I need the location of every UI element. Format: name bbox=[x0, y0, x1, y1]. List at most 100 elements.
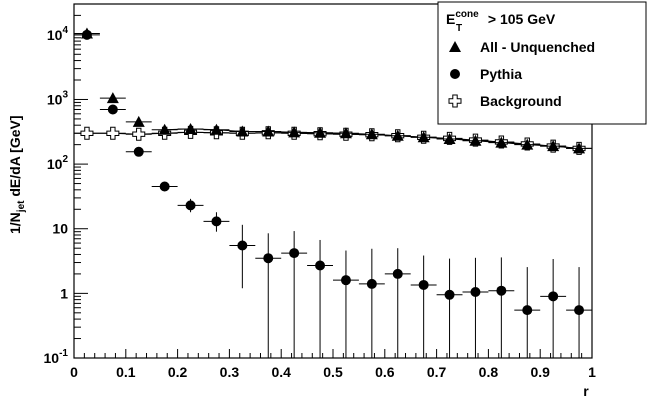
unquenched-point bbox=[151, 123, 178, 135]
unquenched-point bbox=[410, 131, 437, 143]
pythia-point bbox=[203, 212, 230, 232]
pythia-marker bbox=[315, 260, 326, 271]
unquenched-point bbox=[281, 126, 308, 138]
legend-unquenched-label: All - Unquenched bbox=[480, 39, 595, 55]
pythia-marker bbox=[263, 253, 274, 264]
unquenched-point bbox=[514, 138, 541, 150]
unquenched-point bbox=[307, 126, 333, 138]
x-tick-label: 0.5 bbox=[323, 364, 343, 380]
y-tick-label: 104 bbox=[47, 25, 69, 43]
pythia-marker bbox=[340, 275, 351, 286]
pythia-marker bbox=[237, 240, 248, 251]
legend-header-sub: T bbox=[456, 23, 462, 34]
pythia-point bbox=[462, 257, 489, 358]
unquenched-point bbox=[436, 132, 463, 144]
unquenched-point bbox=[384, 129, 411, 141]
unquenched-marker bbox=[443, 132, 456, 144]
unquenched-marker bbox=[547, 140, 560, 152]
unquenched-marker bbox=[288, 126, 301, 138]
legend-header-e: E bbox=[446, 11, 455, 27]
unquenched-point bbox=[177, 122, 204, 134]
y-tick-base: 10 bbox=[47, 91, 63, 107]
y-axis-title-main: 1/N bbox=[7, 212, 23, 234]
pythia-marker bbox=[133, 146, 144, 157]
unquenched-point bbox=[229, 125, 256, 137]
unquenched-marker bbox=[339, 127, 352, 139]
legend-pythia-label: Pythia bbox=[480, 66, 522, 82]
y-tick-exponent: 3 bbox=[62, 89, 68, 100]
unquenched-point bbox=[333, 127, 359, 139]
pythia-point bbox=[99, 104, 126, 115]
unquenched-marker bbox=[417, 131, 430, 143]
x-tick-label: 0 bbox=[70, 364, 78, 380]
y-tick-label: 102 bbox=[47, 154, 69, 172]
unquenched-marker bbox=[573, 142, 586, 154]
pythia-point bbox=[229, 224, 256, 289]
pythia-marker bbox=[574, 305, 585, 316]
x-tick-label: 0.7 bbox=[427, 364, 447, 380]
unquenched-marker bbox=[469, 134, 482, 146]
pythia-point bbox=[488, 257, 515, 358]
pythia-point bbox=[177, 198, 204, 213]
unquenched-point bbox=[99, 92, 126, 104]
legend-background-label: Background bbox=[480, 93, 562, 109]
unquenched-marker bbox=[495, 136, 508, 148]
x-tick-label: 0.8 bbox=[479, 364, 499, 380]
legend-header: Econe T > 105 GeV bbox=[446, 9, 556, 34]
y-tick-base: 10 bbox=[47, 27, 63, 43]
y-axis-title: 1/Njet dE/dA [GeV] bbox=[7, 115, 27, 234]
y-tick-exponent: 2 bbox=[62, 154, 68, 165]
pythia-marker bbox=[366, 278, 377, 289]
pythia-point bbox=[540, 259, 567, 358]
pythia-marker bbox=[185, 200, 196, 211]
y-tick-base: 10 bbox=[47, 156, 63, 172]
unquenched-marker bbox=[391, 129, 404, 141]
legend-unquenched-marker bbox=[449, 41, 461, 52]
y-axis-title-rest: dE/dA [GeV] bbox=[7, 115, 23, 200]
pythia-marker bbox=[211, 216, 222, 227]
background-marker bbox=[106, 126, 120, 140]
pythia-point bbox=[566, 267, 592, 358]
background-marker bbox=[80, 126, 94, 140]
pythia-marker bbox=[392, 268, 403, 279]
pythia-marker bbox=[418, 279, 429, 290]
unquenched-point bbox=[488, 136, 515, 148]
pythia-marker bbox=[107, 104, 118, 115]
unquenched-point bbox=[540, 140, 567, 152]
y-tick-label: 103 bbox=[47, 89, 69, 107]
pythia-point bbox=[358, 248, 385, 358]
unquenched-point bbox=[566, 142, 592, 154]
pythia-marker bbox=[548, 291, 559, 302]
unquenched-marker bbox=[262, 125, 275, 137]
unquenched-marker bbox=[158, 123, 171, 135]
unquenched-point bbox=[203, 123, 230, 135]
y-tick-label: 1 bbox=[60, 285, 68, 301]
unquenched-marker bbox=[521, 138, 534, 150]
pythia-point bbox=[151, 181, 178, 192]
background-marker bbox=[132, 127, 146, 141]
pythia-point bbox=[125, 146, 152, 157]
y-tick-exponent: -1 bbox=[59, 348, 68, 359]
pythia-point bbox=[436, 258, 463, 358]
legend-background-marker bbox=[448, 94, 462, 108]
unquenched-marker bbox=[365, 128, 378, 140]
pythia-marker bbox=[522, 305, 533, 316]
x-tick-label: 0.2 bbox=[168, 364, 188, 380]
legend-box bbox=[437, 1, 647, 125]
pythia-point bbox=[384, 248, 411, 358]
x-tick-label: 0.3 bbox=[220, 364, 240, 380]
pythia-point bbox=[514, 267, 541, 358]
pythia-marker bbox=[289, 248, 300, 259]
x-tick-label: 0.6 bbox=[375, 364, 395, 380]
y-axis-title-sub: jet bbox=[16, 200, 27, 213]
pythia-marker bbox=[496, 285, 507, 296]
unquenched-marker bbox=[314, 126, 327, 138]
pythia-point bbox=[333, 250, 359, 358]
pythia-marker bbox=[470, 286, 481, 297]
pythia-marker bbox=[444, 289, 455, 300]
x-tick-label: 0.1 bbox=[116, 364, 136, 380]
pythia-point bbox=[255, 233, 282, 358]
unquenched-marker bbox=[132, 115, 145, 127]
pythia-marker bbox=[159, 181, 170, 192]
pythia-point bbox=[281, 231, 308, 358]
